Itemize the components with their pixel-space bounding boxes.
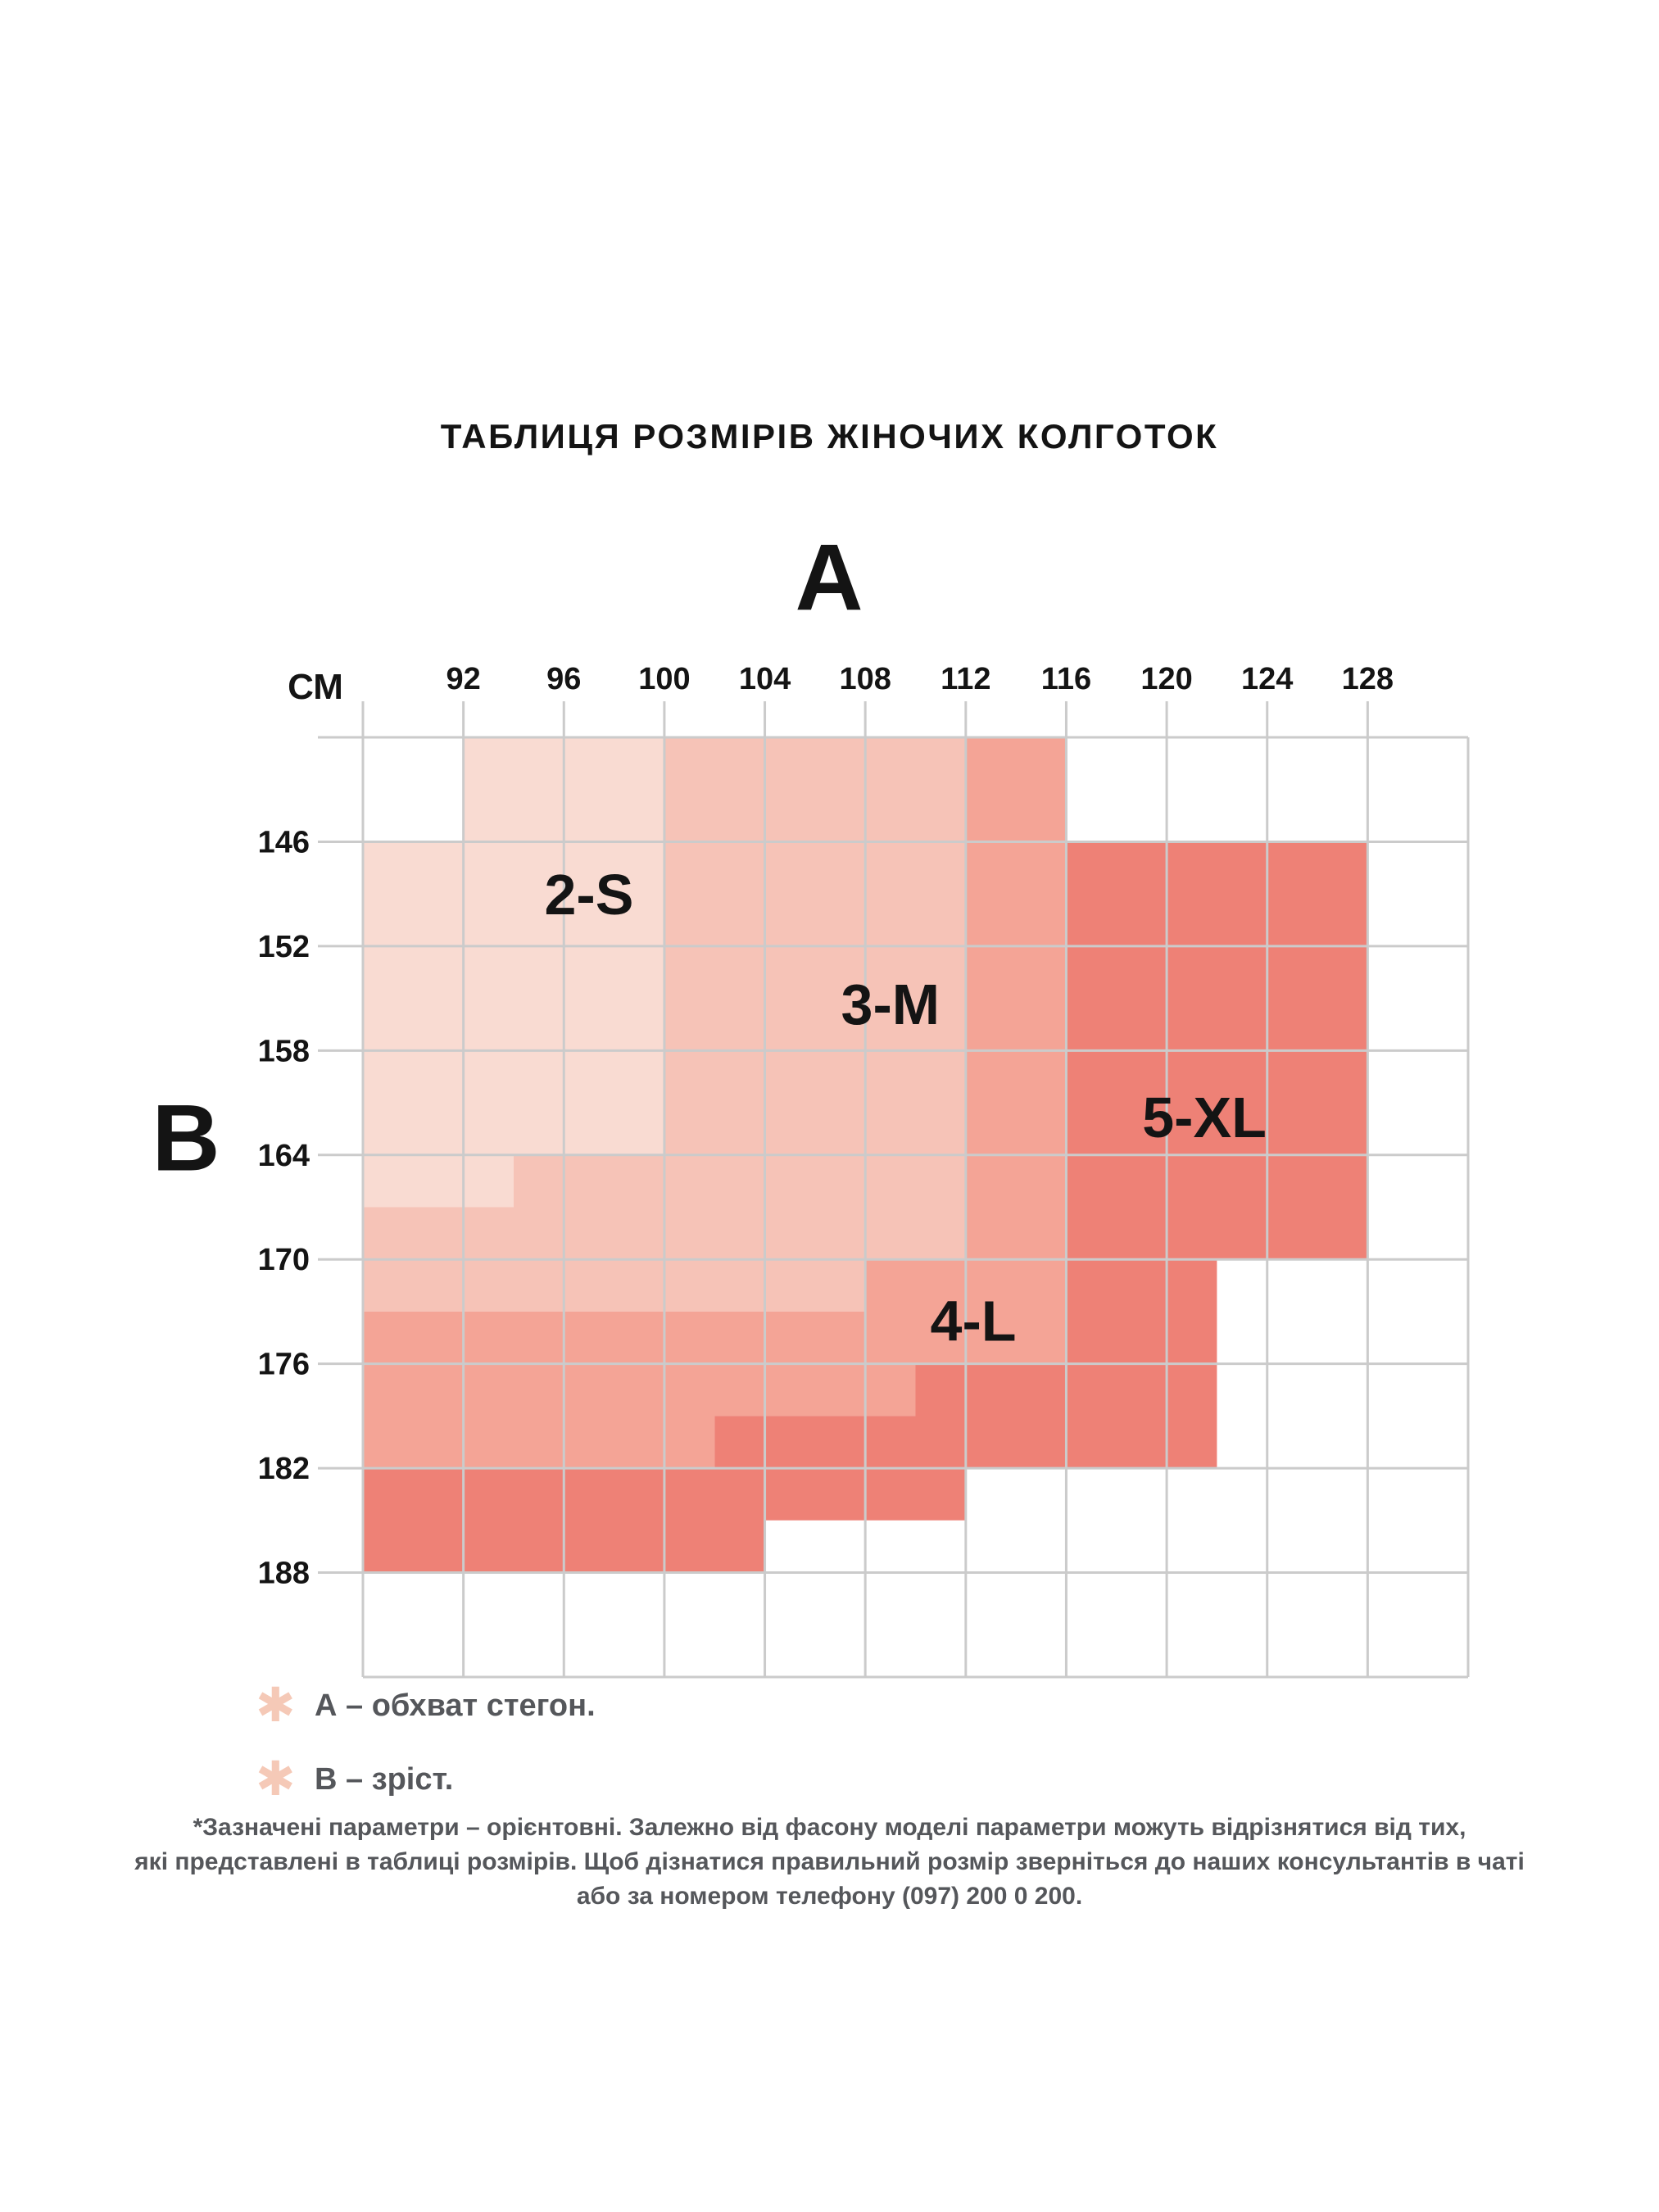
height-tick-label: 188 (258, 1557, 310, 1591)
hip-tick-label: 128 (1342, 662, 1394, 696)
legend: ✱ А – обхват стегон. ✱ В – зріст. (256, 1678, 596, 1825)
hip-tick-label: 124 (1241, 662, 1293, 696)
legend-item: ✱ А – обхват стегон. (256, 1678, 596, 1734)
size-label-4-L: 4-L (931, 1290, 1017, 1353)
hip-tick-label: 108 (839, 662, 891, 696)
size-region-4-L (363, 737, 1067, 1469)
height-tick-label: 176 (258, 1348, 310, 1382)
page-title: ТАБЛИЦЯ РОЗМІРІВ ЖІНОЧИХ КОЛГОТОК (440, 417, 1219, 456)
footnote: *Зазначені параметри – орієнтовні. Залеж… (0, 1811, 1659, 1914)
legend-text: А – обхват стегон. (315, 1688, 596, 1723)
hip-tick-label: 100 (638, 662, 690, 696)
height-tick-label: 158 (258, 1034, 310, 1068)
footnote-line: які представлені в таблиці розмірів. Щоб… (134, 1848, 1525, 1875)
size-label-3-M: 3-M (841, 972, 941, 1036)
height-tick-label: 152 (258, 930, 310, 964)
hip-tick-label: 104 (739, 662, 791, 696)
size-region-5-XL (363, 841, 1368, 1573)
height-tick-label: 164 (258, 1139, 310, 1173)
unit-label: СМ (288, 667, 343, 707)
legend-text: В – зріст. (315, 1761, 454, 1797)
height-tick-label: 170 (258, 1243, 310, 1277)
hip-tick-label: 112 (941, 662, 990, 696)
size-region-2-S (363, 737, 664, 1208)
height-tick-label: 146 (258, 825, 310, 859)
footnote-line: або за номером телефону (097) 200 0 200. (576, 1883, 1083, 1910)
size-label-5-XL: 5-XL (1142, 1086, 1267, 1149)
footnote-line: *Зазначені параметри – орієнтовні. Залеж… (193, 1814, 1466, 1841)
hip-tick-label: 92 (446, 662, 480, 696)
height-tick-label: 182 (258, 1452, 310, 1486)
hip-axis-label: А (795, 525, 863, 631)
legend-item: ✱ В – зріст. (256, 1752, 596, 1807)
hip-tick-label: 116 (1041, 662, 1091, 696)
hip-tick-label: 96 (546, 662, 581, 696)
hip-tick-label: 120 (1140, 662, 1192, 696)
asterisk-icon: ✱ (256, 1752, 296, 1806)
height-axis-label: В (152, 1086, 220, 1191)
size-label-2-S: 2-S (544, 863, 633, 927)
asterisk-icon: ✱ (256, 1679, 296, 1732)
